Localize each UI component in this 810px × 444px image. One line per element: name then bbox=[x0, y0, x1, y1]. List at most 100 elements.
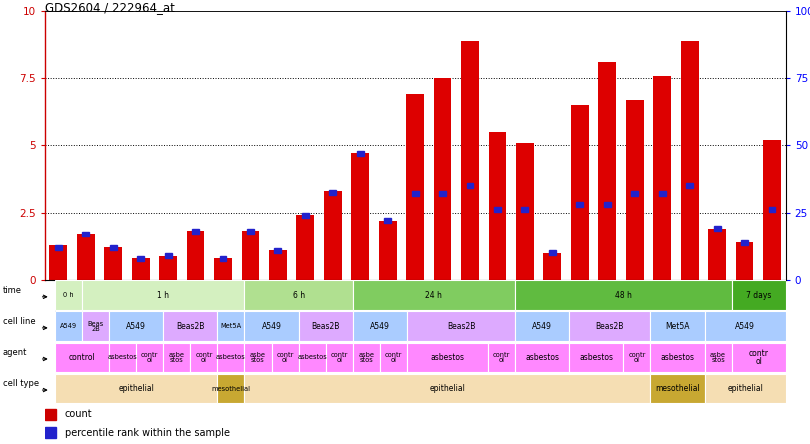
Bar bbox=[544, 253, 561, 280]
Bar bbox=[82, 311, 109, 341]
Text: cell line: cell line bbox=[2, 317, 36, 326]
Text: mesothelial: mesothelial bbox=[211, 385, 250, 392]
Bar bbox=[220, 256, 227, 261]
Bar bbox=[241, 231, 259, 280]
Bar bbox=[631, 191, 638, 196]
Bar bbox=[55, 342, 109, 373]
Text: epithelial: epithelial bbox=[727, 384, 763, 393]
Bar bbox=[705, 342, 731, 373]
Bar bbox=[217, 311, 245, 341]
Bar bbox=[164, 342, 190, 373]
Bar bbox=[569, 342, 624, 373]
Bar bbox=[549, 250, 556, 255]
Text: 0 h: 0 h bbox=[63, 292, 74, 298]
Text: A549: A549 bbox=[735, 322, 755, 331]
Bar bbox=[571, 105, 589, 280]
Bar bbox=[77, 234, 95, 280]
Bar bbox=[356, 151, 364, 156]
Bar bbox=[515, 280, 731, 310]
Bar bbox=[433, 78, 451, 280]
Bar bbox=[217, 342, 245, 373]
Bar bbox=[55, 280, 82, 310]
Text: A549: A549 bbox=[126, 322, 146, 331]
Bar bbox=[82, 280, 245, 310]
Bar bbox=[522, 207, 528, 212]
Bar bbox=[217, 373, 245, 404]
Bar bbox=[494, 207, 501, 212]
Bar bbox=[705, 311, 786, 341]
Text: Beas2B: Beas2B bbox=[447, 322, 475, 331]
Bar bbox=[245, 373, 650, 404]
Text: epithelial: epithelial bbox=[118, 384, 154, 393]
Bar bbox=[411, 191, 419, 196]
Bar bbox=[516, 143, 534, 280]
Bar bbox=[55, 373, 217, 404]
Text: asbestos: asbestos bbox=[525, 353, 559, 362]
Text: asbestos: asbestos bbox=[216, 354, 246, 361]
Bar bbox=[352, 280, 515, 310]
Bar bbox=[705, 373, 786, 404]
Bar bbox=[137, 256, 144, 261]
Bar bbox=[488, 342, 515, 373]
Bar bbox=[45, 409, 56, 420]
Text: count: count bbox=[65, 409, 92, 420]
Bar bbox=[132, 258, 150, 280]
Text: contr
ol: contr ol bbox=[141, 352, 159, 363]
Bar bbox=[599, 62, 616, 280]
Bar bbox=[488, 132, 506, 280]
Bar bbox=[109, 311, 164, 341]
Text: Beas
2B: Beas 2B bbox=[87, 321, 104, 332]
Text: Beas2B: Beas2B bbox=[595, 322, 624, 331]
Bar bbox=[83, 232, 89, 237]
Bar bbox=[515, 311, 569, 341]
Bar bbox=[735, 242, 753, 280]
Text: contr
ol: contr ol bbox=[195, 352, 212, 363]
Text: A549: A549 bbox=[60, 323, 77, 329]
Bar bbox=[461, 41, 479, 280]
Text: Met5A: Met5A bbox=[220, 323, 241, 329]
Text: asbestos: asbestos bbox=[430, 353, 464, 362]
Text: 1 h: 1 h bbox=[157, 291, 169, 300]
Bar bbox=[515, 342, 569, 373]
Bar bbox=[109, 245, 117, 250]
Bar bbox=[384, 218, 391, 223]
Bar bbox=[299, 342, 326, 373]
Bar bbox=[650, 311, 705, 341]
Text: contr
ol: contr ol bbox=[385, 352, 402, 363]
Bar bbox=[104, 247, 122, 280]
Bar bbox=[577, 202, 583, 207]
Bar bbox=[49, 245, 67, 280]
Bar bbox=[275, 248, 281, 253]
Bar bbox=[569, 311, 650, 341]
Bar bbox=[379, 221, 397, 280]
Text: asbe
stos: asbe stos bbox=[250, 352, 266, 363]
Bar bbox=[352, 342, 380, 373]
Text: A549: A549 bbox=[370, 322, 390, 331]
Bar bbox=[326, 342, 352, 373]
Text: 48 h: 48 h bbox=[615, 291, 632, 300]
Bar bbox=[299, 311, 352, 341]
Text: 6 h: 6 h bbox=[292, 291, 305, 300]
Bar bbox=[650, 373, 705, 404]
Text: time: time bbox=[2, 286, 22, 295]
Bar bbox=[352, 154, 369, 280]
Text: asbe
stos: asbe stos bbox=[168, 352, 185, 363]
Bar bbox=[271, 342, 299, 373]
Bar bbox=[245, 280, 352, 310]
Text: 7 days: 7 days bbox=[746, 291, 771, 300]
Bar bbox=[626, 100, 644, 280]
Bar bbox=[407, 311, 515, 341]
Text: 24 h: 24 h bbox=[425, 291, 442, 300]
Bar bbox=[439, 191, 446, 196]
Bar bbox=[164, 311, 217, 341]
Bar bbox=[55, 245, 62, 250]
Bar bbox=[653, 75, 671, 280]
Text: A549: A549 bbox=[262, 322, 282, 331]
Bar bbox=[731, 342, 786, 373]
Text: GDS2604 / 222964_at: GDS2604 / 222964_at bbox=[45, 1, 174, 14]
Text: agent: agent bbox=[2, 348, 27, 357]
Bar bbox=[352, 311, 407, 341]
Bar bbox=[159, 256, 177, 280]
Bar bbox=[714, 226, 721, 231]
Text: contr
ol: contr ol bbox=[330, 352, 348, 363]
